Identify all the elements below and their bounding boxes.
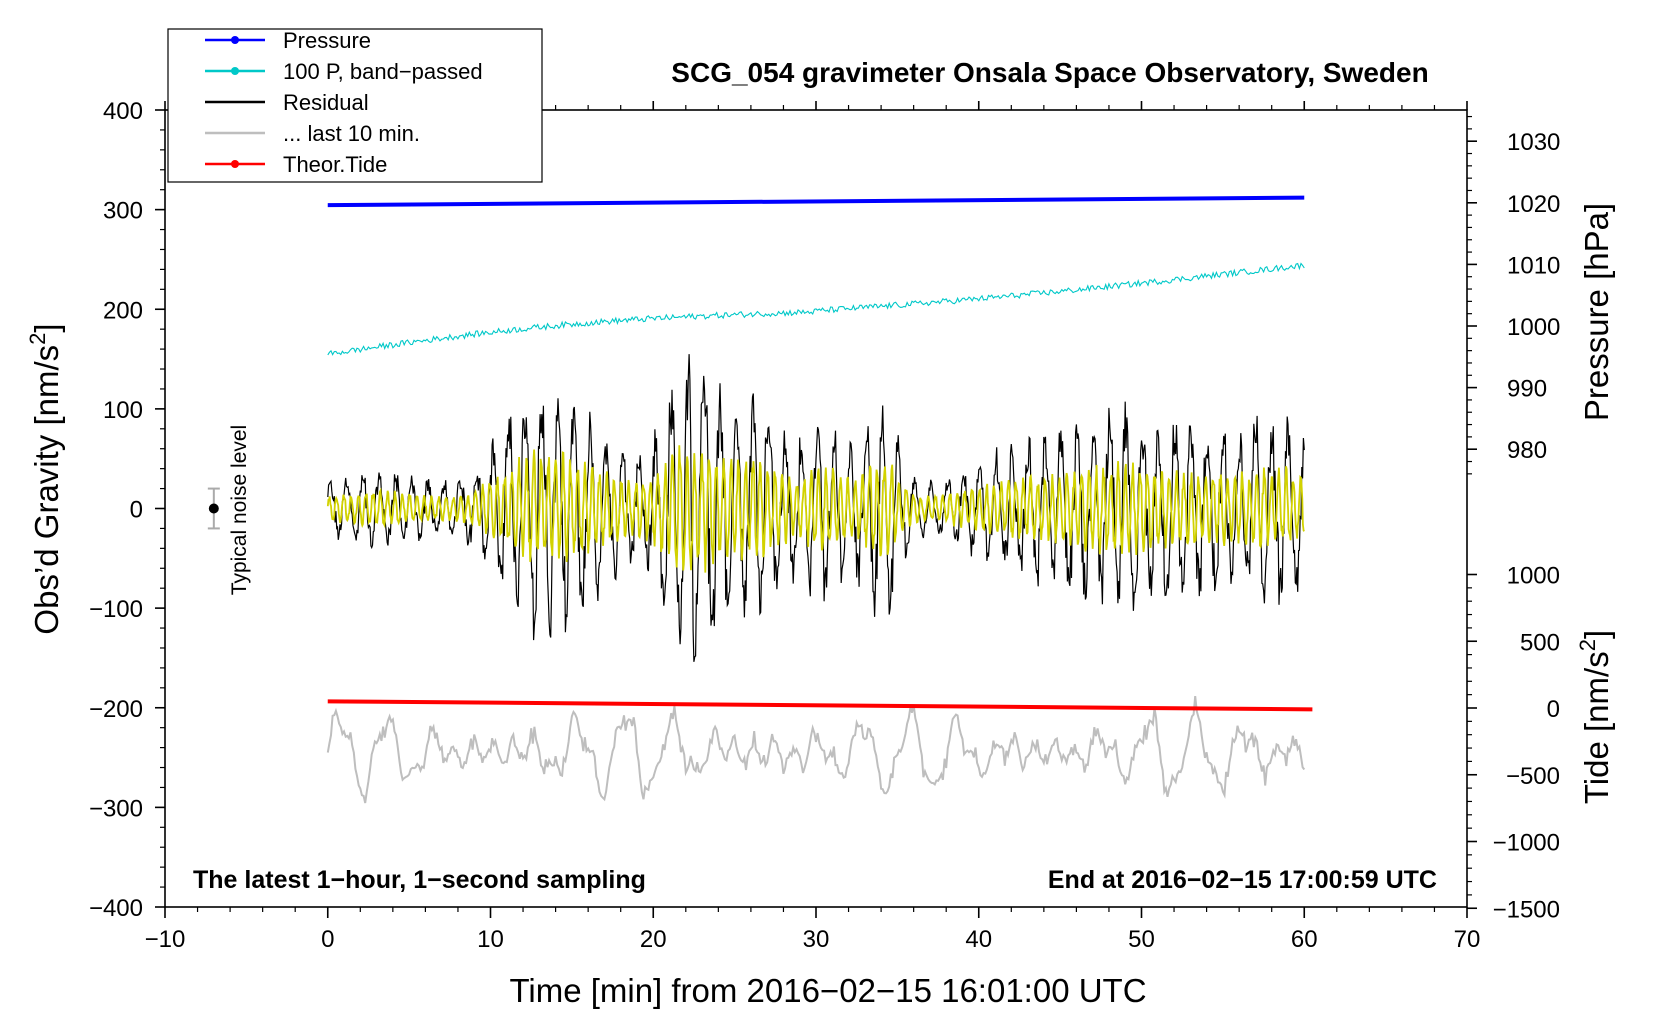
legend-label: Theor.Tide [283,152,387,177]
pressure-bandpassed-series [327,262,1305,356]
legend-label: 100 P, band−passed [283,59,483,84]
tide-tick-label: −1500 [1493,896,1560,923]
tide-tick-label: −1000 [1493,830,1560,857]
pressure-tick-label: 1010 [1507,252,1560,279]
tide-tick-label: 1000 [1507,563,1560,590]
x-tick-label: 50 [1128,926,1155,953]
x-tick-label: 30 [803,926,830,953]
legend-marker [231,160,239,168]
legend-marker [231,36,239,44]
y-tick-label: −100 [89,596,143,623]
pressure-tick-label: 990 [1507,376,1547,403]
x-axis-title: Time [min] from 2016−02−15 16:01:00 UTC [509,972,1146,1009]
pressure-tick-label: 980 [1507,437,1547,464]
x-tick-label: 40 [965,926,992,953]
tide-tick-label: 500 [1520,629,1560,656]
y-tick-label: 0 [130,497,143,524]
y-axis-title: Obs’d Gravity [nm/s2] [25,323,65,634]
legend-label: Pressure [283,28,371,53]
y-tick-label: −200 [89,696,143,723]
legend-label: Residual [283,90,369,115]
pressure-tick-label: 1000 [1507,314,1560,341]
x-tick-label: 60 [1291,926,1318,953]
x-tick-label: 10 [477,926,504,953]
x-tick-label: −10 [145,926,186,953]
x-tick-label: 0 [321,926,334,953]
legend-box [167,28,543,183]
noise-level-label: Typical noise level [228,425,251,595]
legend-marker [231,67,239,75]
chart-title: SCG_054 gravimeter Onsala Space Observat… [671,57,1428,88]
data-layer [207,195,1313,804]
y-tick-label: −300 [89,795,143,822]
y-tick-label: 300 [103,198,143,225]
y-tick-label: 200 [103,297,143,324]
tide-tick-label: −500 [1506,763,1560,790]
last-10-min-series [326,695,1306,804]
tide-axis-title-sup: 2 [1575,639,1600,651]
annotation-sampling: The latest 1−hour, 1−second sampling [193,866,646,894]
tide-tick-label: 0 [1547,696,1560,723]
band-passed-residual-series [326,445,1305,573]
y-axis-title-sup: 2 [25,333,50,345]
legend: Pressure 100 P, band−passed Residual ... la… [167,28,543,183]
pressure-series [327,195,1305,208]
axes-layer: −10 0 10 20 30 40 50 60 704003002001000−100−200−… [89,98,1560,953]
pressure-axis-title: Pressure [hPa] [1578,203,1615,421]
tide-axis-title: Tide [nm/s2] [1575,630,1615,804]
y-tick-label: 100 [103,397,143,424]
legend-label: ... last 10 min. [283,121,420,146]
y-tick-label: −400 [89,895,143,922]
annotation-end-time: End at 2016−02−15 17:00:59 UTC [1048,866,1437,894]
x-tick-label: 70 [1454,926,1481,953]
y-axis-title-main: Obs’d Gravity [nm/s [28,345,65,635]
tide-axis-title-main: Tide [nm/s [1578,651,1615,804]
pressure-tick-label: 1020 [1507,191,1560,218]
x-tick-label: 20 [640,926,667,953]
y-axis-title-suffix: ] [28,323,65,332]
noise-marker [208,503,219,514]
tide-series [327,699,1313,712]
tide-axis-title-suffix: ] [1578,630,1615,639]
y-tick-label: 400 [103,98,143,125]
residual-series [327,354,1305,662]
pressure-tick-label: 1030 [1507,129,1560,156]
